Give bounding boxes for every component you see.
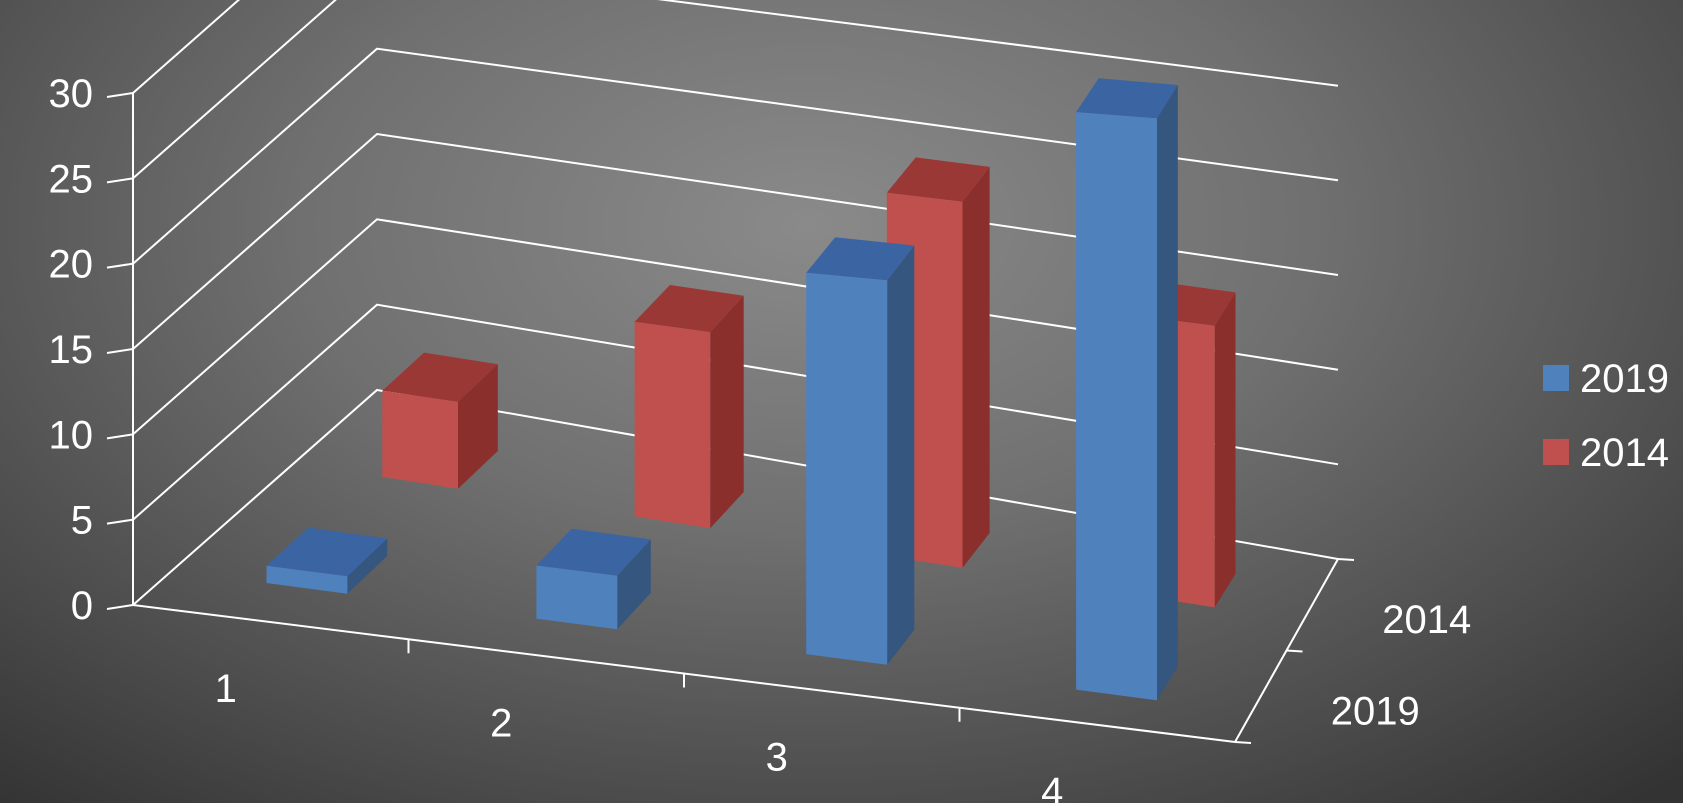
y-tick-label-20: 20	[49, 243, 94, 287]
bar-front-face	[1076, 112, 1157, 701]
y-tick-mark	[106, 348, 134, 354]
gridlines	[132, 0, 1339, 606]
x-tick-label-1: 1	[215, 667, 237, 711]
bar-top-face	[536, 528, 651, 576]
legend-label-2019: 2019	[1580, 357, 1669, 401]
gridline-15	[132, 132, 1339, 350]
depth-tick-mark	[1286, 649, 1303, 653]
bar-front-face	[266, 565, 348, 594]
gridline-20	[132, 47, 1339, 265]
y-tick-label-0: 0	[71, 584, 93, 628]
bar-side-face	[1214, 292, 1236, 608]
depth-tick-mark	[1234, 741, 1252, 744]
legend-swatch-2014	[1543, 439, 1569, 465]
depth-tick-mark	[1337, 558, 1355, 561]
legend-label-2014: 2014	[1580, 431, 1669, 475]
gridline-5	[132, 303, 1339, 521]
gridline-30	[132, 0, 241, 94]
bar-top-face	[266, 527, 388, 577]
bar-side-face	[347, 538, 388, 594]
legend: 2019 2014	[1543, 357, 1669, 475]
y-tick-mark	[106, 177, 134, 184]
bar-top-face	[634, 285, 744, 333]
bar-side-face	[617, 539, 651, 630]
y-tick-mark	[106, 433, 134, 440]
bar-2014-1	[382, 352, 498, 489]
y-tick-label-30: 30	[49, 72, 94, 116]
y-tick-label-5: 5	[71, 499, 93, 543]
y-tick-mark	[106, 262, 134, 269]
x-tick-label-3: 3	[766, 736, 788, 780]
y-tick-label-15: 15	[49, 328, 94, 372]
bar-front-face	[806, 272, 888, 665]
gridline-10	[132, 218, 1339, 436]
legend-swatch-2019	[1543, 365, 1569, 391]
gridline-25	[132, 0, 1339, 180]
bar-2019-1	[266, 527, 388, 594]
y-tick-mark	[106, 92, 134, 98]
y-tick-label-25: 25	[49, 157, 94, 201]
y-tick-mark	[106, 518, 134, 525]
bar-top-face	[806, 237, 915, 281]
bar-side-face	[458, 364, 498, 489]
bar-front-face	[382, 390, 458, 489]
bar-top-face	[1076, 78, 1178, 119]
bar-2019-2	[536, 528, 651, 630]
bar-top-face	[886, 157, 990, 202]
y-tick-label-10: 10	[49, 413, 94, 457]
bar-side-face	[710, 295, 744, 529]
bar-2019-4	[1076, 78, 1178, 701]
depth-tick-label-2019: 2019	[1331, 689, 1420, 733]
bar-side-face	[887, 245, 915, 665]
x-tick-label-2: 2	[490, 701, 512, 745]
gridline-0	[132, 388, 1339, 606]
bar-front-face	[536, 565, 618, 630]
bars	[266, 78, 1236, 701]
bar-front-face	[634, 321, 711, 529]
bar-side-face	[1157, 85, 1178, 701]
bar-top-face	[382, 352, 498, 402]
x-tick-label-4: 4	[1041, 770, 1063, 803]
axis-labels: 0 5 10 15 20 25 30 1 2 3 4 2019 2014	[49, 72, 1472, 803]
bar-2014-2	[634, 285, 744, 529]
bar-2019-3	[806, 237, 915, 665]
y-tick-mark	[106, 604, 134, 610]
depth-tick-label-2014: 2014	[1382, 598, 1471, 642]
axes	[106, 92, 1355, 744]
bar-side-face	[962, 166, 990, 568]
